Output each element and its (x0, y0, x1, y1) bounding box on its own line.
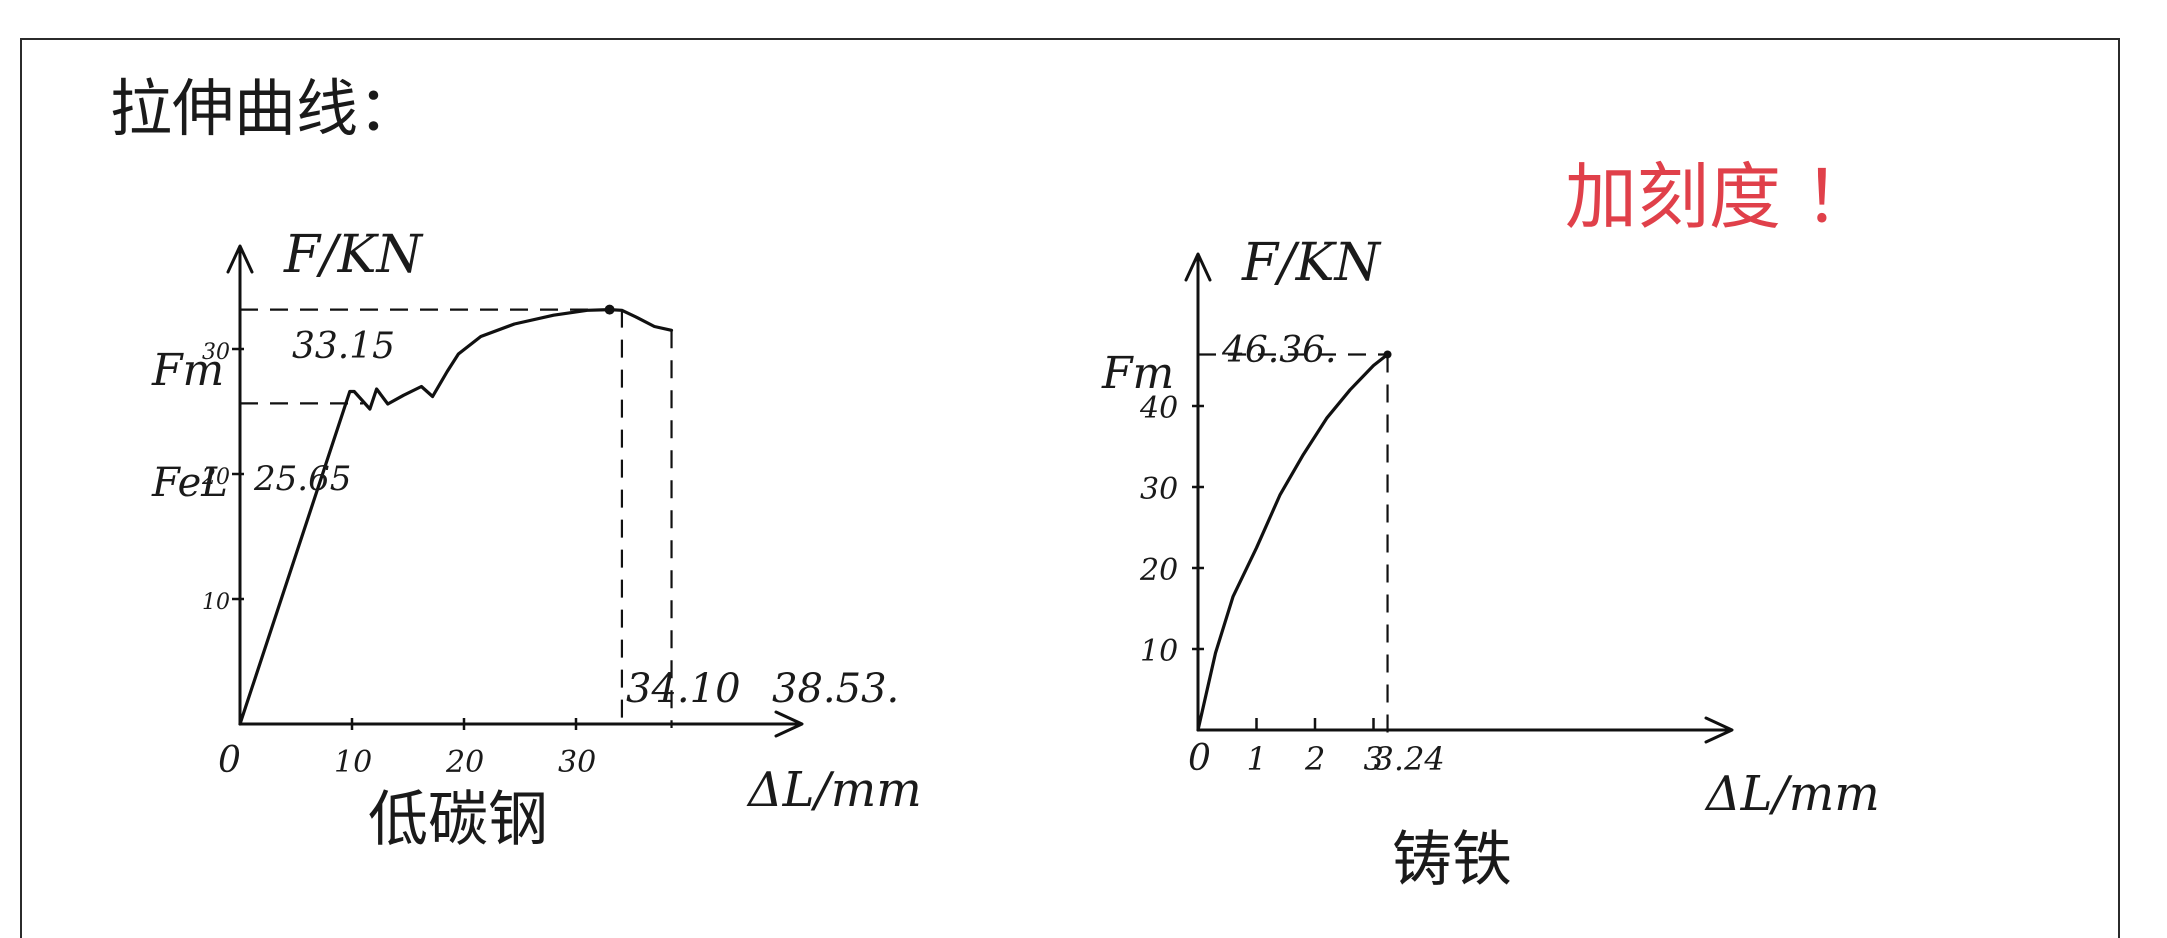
c2-x-tick-label: 0 (1188, 738, 1211, 779)
c1-fm-label: Fm (151, 345, 224, 396)
c1-title: 低碳钢 (368, 785, 548, 855)
c2-x-tick-label: 2 (1304, 740, 1325, 778)
c2-y-tick-label: 30 (1140, 472, 1178, 507)
c2-y-tick-label: 40 (1139, 391, 1178, 426)
c1-x-mark-1: 34.10 (626, 666, 741, 712)
c1-y-tick-label: 20 (201, 465, 230, 490)
c1-x-tick-label: 20 (445, 745, 484, 780)
c2-y-axis (1184, 252, 1212, 732)
c1-x-tick-label: 0 (218, 740, 241, 781)
c2-y-label: F/KN (1241, 233, 1381, 293)
c2-y-tick-label: 10 (1140, 634, 1178, 669)
c1-max-point (604, 304, 615, 315)
c2-x-label: ΔL/mm (1704, 766, 1880, 822)
red-note: 加刻度 ！ (1565, 155, 1876, 239)
c2-x-axis (1196, 716, 1734, 744)
c1-y-label: F/KN (283, 225, 423, 285)
c1-fel-value: 25.65 (253, 459, 351, 499)
c1-y-tick-label: 10 (202, 590, 230, 615)
c2-fm-value: 46.36. (1221, 330, 1337, 371)
c2-fm-label: Fm (1101, 348, 1174, 399)
c2-x-tick-label: 3 (1364, 740, 1384, 778)
c1-fm-value: 33.15 (292, 326, 395, 367)
c2-curve-line (1196, 352, 1390, 732)
c2-max-point (1383, 350, 1392, 359)
chart-cast-iron: 10 20 30 40 0 1 2 33.24 F/KN ΔL/mm 铸铁 Fm 46.36. (1101, 233, 1880, 895)
page-heading: 拉伸曲线： (110, 72, 420, 145)
c2-title: 铸铁 (1392, 825, 1512, 895)
c1-x-tick-label: 30 (558, 745, 596, 780)
c1-guide-lines (240, 308, 673, 728)
c2-y-tick-label: 20 (1139, 553, 1178, 588)
c1-x-tick-label: 10 (334, 745, 372, 780)
c2-x-tick-label: 1 (1247, 740, 1267, 778)
c1-fel-label: FeL (151, 460, 228, 506)
c1-x-axis (238, 710, 804, 738)
c2-x-tick-label: 3.24 (1374, 740, 1445, 778)
c1-x-mark-2: 38.53. (772, 666, 899, 712)
c1-x-label: ΔL/mm (746, 762, 922, 818)
paper-frame (20, 38, 2120, 938)
c1-y-tick-label: 30 (202, 340, 230, 365)
c1-y-axis (226, 244, 254, 726)
c2-guide-lines (1198, 353, 1389, 734)
chart-low-carbon-steel: 10 20 30 0 10 20 30 F/KN ΔL/mm 低碳钢 Fm 33.15 Fe… (151, 225, 922, 855)
c1-curve-line (238, 308, 674, 726)
